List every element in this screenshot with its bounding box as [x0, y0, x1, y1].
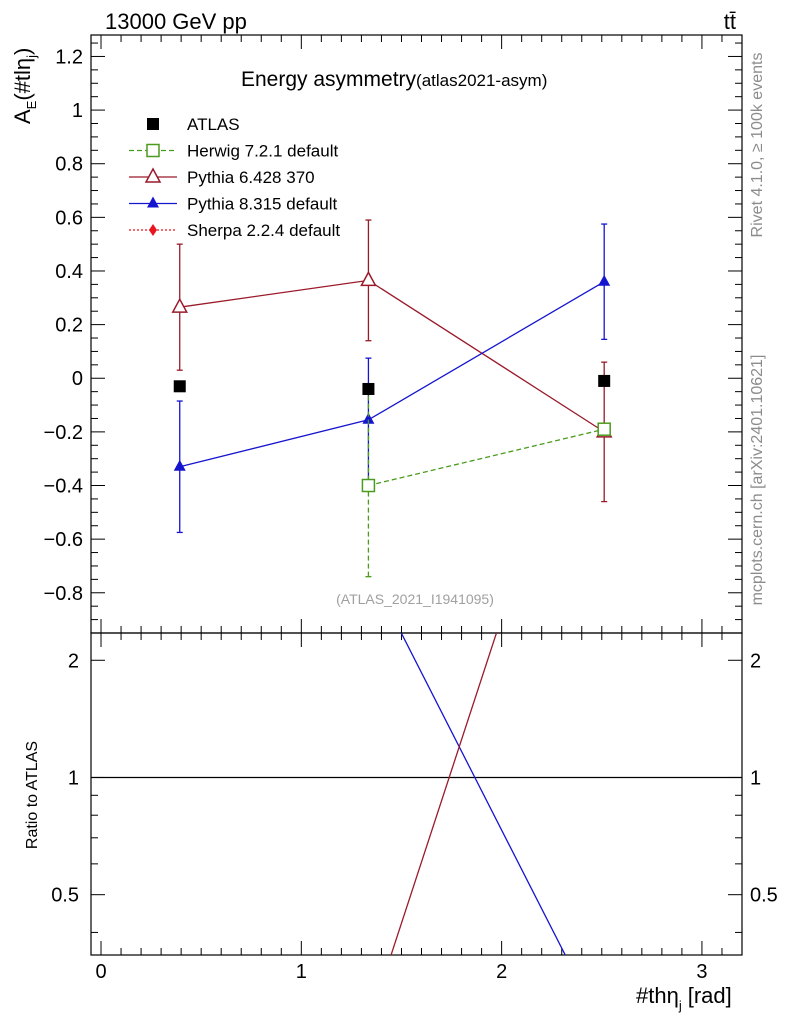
- legend-marker: [144, 167, 162, 183]
- main-axis-ticks: −0.8 −0.6 −0.4 −0.2 0 0.2 0.4 0.6 0.8 1 1.2: [44, 42, 742, 621]
- y-tick-label: −0.8: [44, 583, 83, 605]
- ratio-tick-label-right: 0.5: [750, 885, 778, 907]
- legend-label: Sherpa 2.2.4 default: [187, 221, 340, 240]
- x-label-unit: [rad]: [688, 983, 732, 1008]
- ratio-y-axis-label: Ratio to ATLAS: [24, 741, 41, 849]
- y-label-close: ): [10, 48, 35, 55]
- x-tick-label: 3: [696, 961, 707, 983]
- data-point: [173, 459, 186, 471]
- y-tick-label: 0.8: [55, 154, 83, 176]
- x-tick-label: 1: [296, 961, 307, 983]
- x-axis-ticks: 0 1 2 3: [95, 35, 743, 983]
- data-point: [598, 374, 611, 387]
- ratio-tick-label-right: 1: [750, 767, 761, 789]
- legend-marker: [147, 118, 159, 130]
- final-state-label: tt̄: [724, 9, 736, 34]
- data-point: [598, 274, 611, 286]
- rivet-label: Rivet 4.1.0, ≥ 100k events: [749, 53, 766, 238]
- chart-title-main: Energy asymmetry: [241, 68, 417, 91]
- data-point: [173, 380, 186, 393]
- data-point: [362, 412, 375, 424]
- ratio-line: [400, 633, 566, 955]
- y-tick-label: 0.6: [55, 207, 83, 229]
- process-label: 13000 GeV pp: [105, 9, 247, 34]
- data-point: [360, 270, 377, 287]
- ratio-tick-label-left: 0.5: [51, 885, 79, 907]
- legend-label: ATLAS: [187, 115, 240, 134]
- y-tick-label: −0.2: [44, 422, 83, 444]
- y-label-sub: E: [24, 100, 39, 109]
- y-tick-label: 0.4: [55, 261, 83, 283]
- y-tick-label: −0.6: [44, 529, 83, 551]
- legend-label: Pythia 8.315 default: [187, 195, 338, 214]
- data-point: [171, 297, 188, 313]
- data-point: [362, 382, 375, 395]
- y-tick-label: 0.2: [55, 315, 83, 337]
- chart-title: Energy asymmetry(atlas2021-asym): [241, 68, 547, 91]
- mcplots-label: mcplots.cern.ch [arXiv:2401.10621]: [749, 355, 766, 606]
- series-line: [179, 281, 605, 468]
- x-tick-label: 0: [95, 961, 106, 983]
- data-point: [597, 422, 611, 436]
- ratio-tick-label-right: 2: [750, 650, 761, 672]
- ratio-plot-frame: [90, 632, 743, 956]
- ratio-line: [390, 633, 498, 955]
- ratio-tick-label-left: 2: [68, 650, 79, 672]
- ratio-tick-label-left: 1: [68, 767, 79, 789]
- main-series-layer: [171, 219, 613, 578]
- y-label-main: A: [10, 109, 35, 124]
- legend-label: Herwig 7.2.1 default: [187, 142, 338, 161]
- analysis-id: (ATLAS_2021_I1941095): [336, 591, 494, 607]
- x-axis-label: #thηj [rad]: [636, 983, 732, 1013]
- x-label-main: #thη: [636, 983, 679, 1008]
- y-tick-label: 0: [72, 368, 83, 390]
- legend: ATLAS Herwig 7.2.1 default Pythia 6.428 37…: [129, 115, 340, 240]
- y-tick-label: 1.2: [55, 46, 83, 68]
- series-line: [179, 279, 605, 433]
- y-tick-label: −0.4: [44, 476, 83, 498]
- legend-marker: [146, 143, 160, 158]
- legend-label: Pythia 6.428 370: [187, 168, 315, 187]
- data-point: [361, 478, 376, 493]
- legend-marker: [149, 224, 157, 236]
- chart-title-sub: (atlas2021-asym): [416, 71, 547, 90]
- y-axis-label: AE(#tlηj): [10, 48, 39, 124]
- x-label-sub: j: [678, 998, 682, 1013]
- y-tick-label: 1: [72, 100, 83, 122]
- y-label-paren-sub: j: [24, 55, 39, 59]
- ratio-series-layer: [390, 633, 566, 955]
- legend-marker: [147, 196, 159, 208]
- x-tick-label: 2: [496, 961, 507, 983]
- series-line: [368, 428, 605, 487]
- ratio-axis-ticks: 0.5 0.5 1 1 2 2: [51, 650, 778, 933]
- y-label-paren: (#tlη: [10, 58, 35, 101]
